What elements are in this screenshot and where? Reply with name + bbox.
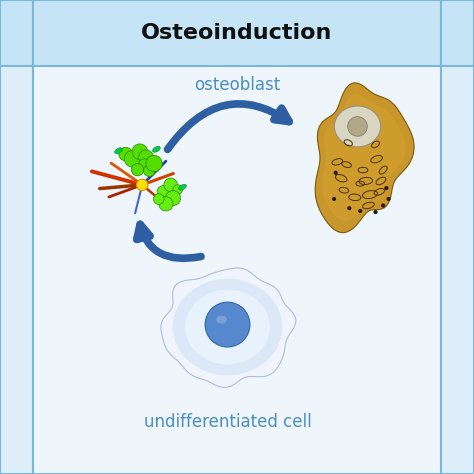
- Circle shape: [159, 197, 173, 211]
- Circle shape: [173, 185, 182, 194]
- Circle shape: [374, 210, 378, 214]
- Bar: [441, 0, 474, 66]
- Polygon shape: [322, 94, 406, 221]
- Polygon shape: [161, 268, 296, 387]
- Bar: [0, 0, 33, 66]
- Circle shape: [358, 209, 362, 213]
- Circle shape: [347, 206, 351, 210]
- Circle shape: [131, 164, 144, 176]
- Circle shape: [144, 165, 155, 176]
- Circle shape: [334, 171, 338, 175]
- Text: osteoblast: osteoblast: [194, 76, 280, 94]
- Circle shape: [205, 302, 250, 347]
- Circle shape: [124, 150, 141, 167]
- Circle shape: [348, 117, 367, 136]
- Polygon shape: [173, 279, 283, 375]
- Ellipse shape: [179, 184, 186, 190]
- Circle shape: [384, 186, 389, 190]
- Ellipse shape: [216, 316, 227, 324]
- Ellipse shape: [334, 106, 381, 147]
- Circle shape: [138, 150, 154, 165]
- Ellipse shape: [153, 146, 160, 152]
- Circle shape: [154, 194, 164, 204]
- Text: Osteoinduction: Osteoinduction: [141, 23, 333, 43]
- Polygon shape: [185, 290, 270, 365]
- Circle shape: [157, 185, 170, 199]
- FancyArrowPatch shape: [137, 224, 201, 258]
- Bar: [441, 66, 474, 474]
- FancyArrowPatch shape: [167, 104, 289, 149]
- Circle shape: [386, 197, 391, 201]
- Ellipse shape: [115, 148, 122, 154]
- Polygon shape: [315, 83, 414, 233]
- Circle shape: [146, 155, 162, 172]
- Circle shape: [132, 144, 147, 159]
- Bar: [33, 0, 441, 66]
- Bar: [0, 66, 33, 474]
- Circle shape: [164, 178, 177, 191]
- Bar: [33, 66, 441, 474]
- Circle shape: [138, 159, 151, 171]
- Circle shape: [119, 147, 132, 161]
- Circle shape: [137, 179, 148, 191]
- Circle shape: [381, 203, 385, 208]
- Circle shape: [332, 197, 336, 201]
- Circle shape: [165, 191, 181, 206]
- Text: undifferentiated cell: undifferentiated cell: [144, 413, 311, 431]
